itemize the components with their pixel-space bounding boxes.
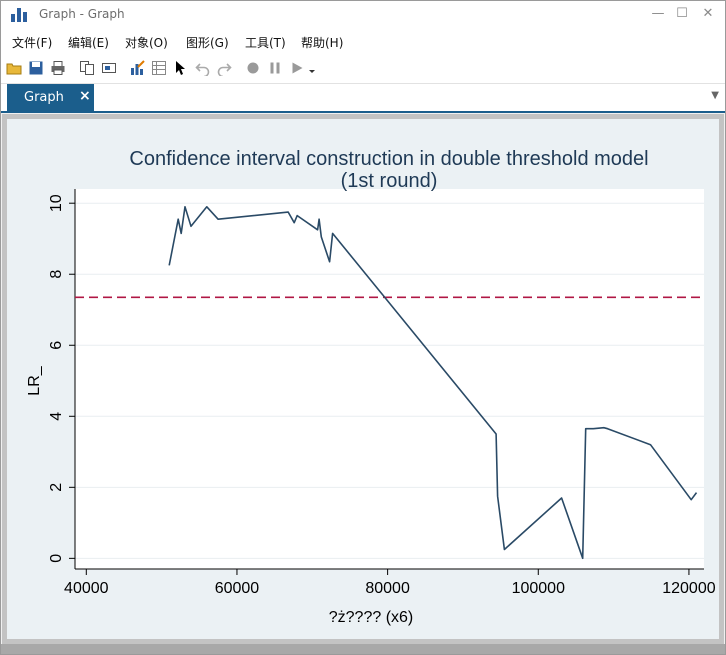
plot-region: [75, 189, 704, 569]
save-icon[interactable]: [28, 60, 44, 76]
menu-object[interactable]: 对象(O): [125, 36, 168, 50]
pointer-icon[interactable]: [173, 60, 189, 76]
y-tick-label: 4: [48, 412, 65, 421]
x-tick-label: 100000: [512, 580, 565, 597]
menu-help[interactable]: 帮助(H): [301, 36, 344, 50]
tab-graph[interactable]: Graph ×: [7, 84, 94, 111]
y-tick-label: 6: [48, 341, 65, 350]
y-tick-label: 10: [48, 194, 65, 212]
rename-icon[interactable]: [101, 60, 117, 76]
tab-list-chevron-icon[interactable]: ▼: [711, 90, 719, 101]
minimize-icon[interactable]: —: [651, 6, 665, 21]
graph-area: 40000 60000 80000 100000 120000 0 2 4 6 8 10 Conf…: [2, 114, 724, 644]
toolbar: [1, 53, 725, 84]
x-tick-label: 80000: [365, 580, 410, 597]
chart: 40000 60000 80000 100000 120000 0 2 4 6 8 10 Conf…: [26, 148, 716, 626]
menu-tools[interactable]: 工具(T): [245, 36, 286, 50]
chevron-down-icon[interactable]: [307, 60, 317, 76]
menu-edit[interactable]: 编辑(E): [68, 36, 109, 50]
x-tick-label: 120000: [662, 580, 715, 597]
tab-underline: [1, 111, 725, 113]
play-icon[interactable]: [289, 60, 305, 76]
menu-graph[interactable]: 图形(G): [186, 36, 229, 50]
y-tick-label: 0: [48, 554, 65, 563]
y-tick-label: 8: [48, 270, 65, 279]
title-bar: Graph - Graph — ☐ ✕: [1, 1, 725, 29]
graph-editor-icon[interactable]: [129, 60, 145, 76]
pause-icon[interactable]: [267, 60, 283, 76]
menu-bar: 文件(F) 编辑(E) 对象(O) 图形(G) 工具(T) 帮助(H): [1, 29, 725, 53]
tab-close-icon[interactable]: ×: [79, 88, 91, 104]
x-tick-label: 60000: [215, 580, 260, 597]
x-tick-label: 40000: [64, 580, 109, 597]
graph-canvas: 40000 60000 80000 100000 120000 0 2 4 6 8 10 Conf…: [7, 119, 719, 639]
close-icon[interactable]: ✕: [702, 6, 714, 21]
tab-graph-label: Graph: [24, 90, 64, 105]
y-tick-label: 2: [48, 483, 65, 492]
chart-subtitle: (1st round): [341, 170, 438, 192]
chart-title: Confidence interval construction in doub…: [129, 148, 648, 170]
copy-icon[interactable]: [79, 60, 95, 76]
record-icon[interactable]: [245, 60, 261, 76]
redo-icon[interactable]: [216, 60, 232, 76]
stata-graph-icon: [11, 8, 27, 22]
status-bar: [1, 644, 725, 654]
print-icon[interactable]: [50, 60, 66, 76]
menu-file[interactable]: 文件(F): [12, 36, 53, 50]
data-editor-icon[interactable]: [151, 60, 167, 76]
y-axis-label: LR_: [26, 365, 43, 395]
window-title: Graph - Graph: [39, 7, 125, 21]
maximize-icon[interactable]: ☐: [676, 6, 688, 21]
undo-icon[interactable]: [195, 60, 211, 76]
x-axis-label: ?ż???? (x6): [329, 609, 414, 626]
open-folder-icon[interactable]: [6, 60, 22, 76]
series-line: [168, 206, 698, 560]
tab-bar: Graph × ▼: [1, 84, 725, 112]
